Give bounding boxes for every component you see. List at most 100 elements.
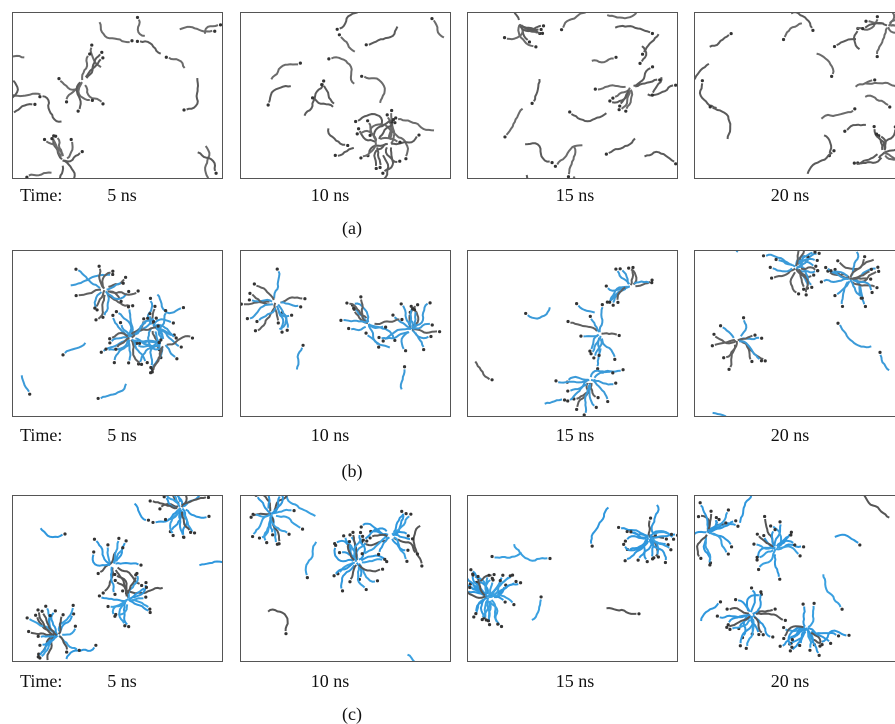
chain-end <box>605 284 608 287</box>
chain-end <box>770 276 773 279</box>
time-label: 10 ns <box>311 425 350 445</box>
chain-end <box>554 165 557 168</box>
molecule-chain <box>877 28 887 54</box>
molecule-chain <box>67 142 73 159</box>
chain-end <box>472 615 475 618</box>
snapshot-frame <box>468 251 678 417</box>
molecule-chain <box>269 86 291 103</box>
time-label: 5 ns <box>107 185 137 205</box>
chain-end <box>631 266 634 269</box>
chain-end <box>416 303 419 306</box>
molecule-chain <box>14 104 32 112</box>
chain-end <box>598 354 601 357</box>
molecule-chain <box>22 375 29 391</box>
chain-end <box>575 302 578 305</box>
chain-end <box>97 572 100 575</box>
chain-end <box>492 573 495 576</box>
chain-end <box>108 337 111 340</box>
chain-end <box>299 305 302 308</box>
chain-end <box>790 531 793 534</box>
chain-end <box>114 348 117 351</box>
molecule-chain <box>865 23 887 28</box>
chain-end <box>618 108 621 111</box>
chain-end <box>393 339 396 342</box>
molecule-chain <box>336 563 353 573</box>
chain-end <box>616 301 619 304</box>
chain-end <box>878 351 881 354</box>
molecule-chain <box>740 341 750 359</box>
chain-end <box>651 32 654 35</box>
chain-end <box>514 580 517 583</box>
chain-end <box>377 346 380 349</box>
chain-end <box>277 542 280 545</box>
molecule-chain <box>756 613 783 620</box>
chain-end <box>405 560 408 563</box>
chain-end <box>611 97 614 100</box>
chain-end <box>491 578 494 581</box>
chain-end <box>876 55 879 58</box>
chain-end <box>764 359 767 362</box>
chain-end <box>75 294 78 297</box>
chain-end <box>500 625 503 628</box>
chain-end <box>592 356 595 359</box>
molecule-chain <box>570 323 597 331</box>
chain-end <box>383 558 386 561</box>
chain-end <box>287 533 290 536</box>
chain-end <box>591 545 594 548</box>
snapshot <box>26 482 231 665</box>
chain-end <box>286 329 289 332</box>
chain-end <box>652 556 655 559</box>
chain-end <box>193 531 196 534</box>
chain-end <box>548 557 551 560</box>
chain-end <box>170 486 173 489</box>
chain-end <box>149 297 152 300</box>
chain-end <box>579 335 582 338</box>
chain-end <box>94 318 97 321</box>
chain-end <box>33 103 36 106</box>
chain-end <box>496 623 499 626</box>
molecule-chain <box>276 516 300 528</box>
chain-end <box>719 600 722 603</box>
time-label: 15 ns <box>556 671 595 691</box>
molecule-chain <box>687 532 706 537</box>
chain-end <box>742 316 745 319</box>
chain-end <box>303 297 306 300</box>
molecule-chain <box>700 83 717 108</box>
chain-end <box>347 327 350 330</box>
chain-end <box>782 38 785 41</box>
chain-end <box>789 533 792 536</box>
chain-end <box>61 613 64 616</box>
chain-end <box>870 268 873 271</box>
chain-end <box>121 546 124 549</box>
molecule-chain <box>328 128 345 144</box>
molecule-chain <box>888 27 895 35</box>
chain-end <box>362 539 365 542</box>
molecule-chain <box>324 86 334 104</box>
chain-end <box>641 53 644 56</box>
chain-end <box>206 487 209 490</box>
molecule-chain <box>186 510 207 518</box>
chain-end <box>554 379 557 382</box>
molecule-chain <box>713 108 731 139</box>
molecule-chain <box>775 554 779 577</box>
chain-end <box>71 179 74 182</box>
molecule-chain <box>375 319 400 324</box>
chain-end <box>398 160 401 163</box>
molecule-chain <box>187 78 198 109</box>
molecule-chain <box>408 247 425 250</box>
molecule-chain <box>507 109 523 135</box>
chain-end <box>589 352 592 355</box>
chain-end <box>614 56 617 59</box>
chain-end <box>789 649 792 652</box>
chain-end <box>431 323 434 326</box>
chain-end <box>93 538 96 541</box>
chain-end <box>283 487 286 490</box>
molecule-chain <box>495 553 522 558</box>
chain-end <box>541 32 544 35</box>
chain-end <box>149 366 152 369</box>
time-label: 15 ns <box>556 425 595 445</box>
chain-end <box>136 40 139 43</box>
molecule-chain <box>414 526 422 564</box>
chain-end <box>121 589 124 592</box>
chain-end <box>54 609 57 612</box>
